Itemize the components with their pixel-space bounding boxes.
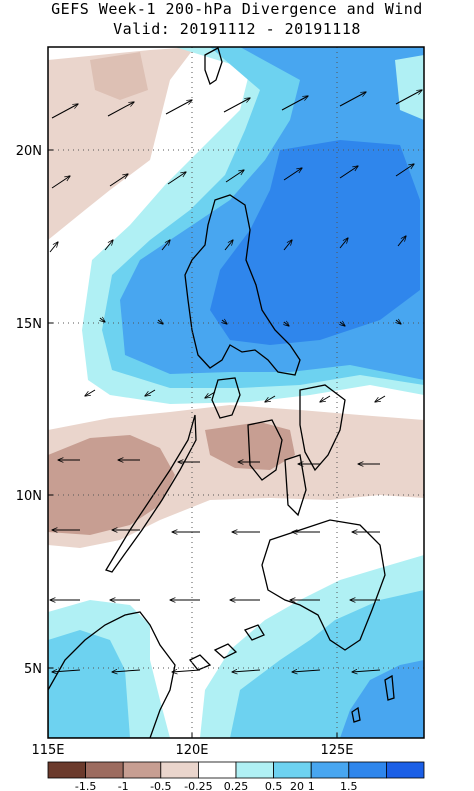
wind-vector: [223, 98, 250, 113]
divergence-patch-northeast: [395, 55, 424, 120]
divergence-field: [48, 47, 424, 738]
colorbar-swatch: [273, 761, 312, 779]
lat-label-20n: 20N: [16, 144, 42, 159]
wind-vector: [281, 96, 308, 111]
wind-vector: [158, 320, 163, 324]
lon-axis: 115E 120E 125E: [31, 733, 354, 758]
coastline-luzon: [184, 194, 301, 376]
lon-label-125e: 125E: [320, 743, 353, 758]
wind-vector: [165, 100, 192, 115]
colorbar-label: 1.5: [340, 780, 358, 791]
wind-vector: [107, 102, 134, 117]
colorbar-swatch: [235, 761, 274, 779]
wind-vector: [172, 670, 201, 672]
wind-vector: [396, 320, 401, 324]
wind-vector: [395, 90, 422, 105]
wind-vector: [232, 670, 261, 672]
wind-vector: [395, 164, 414, 177]
wind-vector: [109, 174, 128, 187]
colorbar-label: -0.25: [184, 780, 212, 791]
coastline-small-islands: [351, 674, 395, 723]
coastline-panay-negros: [247, 419, 307, 517]
colorbar-label: 0.25: [224, 780, 249, 791]
lat-label-15n: 15N: [16, 317, 42, 332]
wind-vector: [205, 391, 216, 398]
coastline-palawan: [105, 414, 197, 573]
colorbar-label: 0.5: [265, 780, 283, 791]
colorbar-label: -0.5: [150, 780, 171, 791]
coastline-mindanao: [261, 519, 386, 651]
lat-label-10n: 10N: [16, 489, 42, 504]
coastline-mindoro: [211, 377, 241, 419]
colorbar-swatch: [385, 761, 425, 779]
wind-vector: [104, 240, 113, 251]
coastline-borneo: [48, 611, 176, 738]
wind-vector: [320, 395, 331, 402]
colorbar-label: -1: [118, 780, 129, 791]
divergence-region-north-max: [210, 140, 420, 345]
graticule: [48, 47, 424, 738]
wind-vector: [167, 172, 186, 185]
colorbar-swatch: [85, 761, 124, 779]
convergence-region-northwest-core: [90, 52, 148, 100]
wind-vector: [339, 166, 358, 179]
convergence-core-central: [205, 422, 295, 470]
colorbar-overlay-label: 20: [290, 780, 304, 791]
wind-vector: [52, 670, 81, 672]
colorbar-swatch: [160, 761, 199, 779]
coastlines: [48, 47, 395, 738]
lat-label-5n: 5N: [24, 662, 42, 677]
wind-vector: [222, 320, 227, 324]
lat-axis: 20N 15N 10N 5N: [16, 144, 53, 677]
wind-vector: [51, 176, 70, 189]
colorbar-swatch: [122, 761, 162, 779]
colorbar-swatch: [348, 761, 387, 779]
wind-vectors: [50, 90, 422, 672]
wind-vector: [352, 670, 381, 672]
coastline-samar-leyte: [299, 384, 346, 472]
wind-vector: [284, 322, 289, 326]
wind-vector: [283, 240, 292, 251]
wind-vector: [85, 389, 96, 396]
colorbar-label: -1.5: [75, 780, 96, 791]
wind-vector: [339, 238, 348, 249]
wind-vector: [265, 395, 276, 402]
chart-subtitle: Valid: 20191112 - 20191118: [113, 20, 361, 38]
divergence-region-southeast-strong: [340, 660, 424, 738]
wind-vector: [49, 242, 58, 253]
colorbar-swatch: [197, 761, 237, 779]
wind-vector: [161, 240, 170, 251]
colorbar: -1.5 -1 -0.5 -0.25 0.25 0.5 1 1.5: [47, 761, 425, 791]
wind-vector: [100, 318, 105, 322]
convergence-region-northwest: [48, 47, 195, 240]
lon-label-120e: 120E: [175, 743, 208, 758]
lon-label-115e: 115E: [31, 743, 64, 758]
wind-vector: [225, 170, 244, 183]
colorbar-swatch: [47, 761, 86, 779]
plot-frame: [47, 46, 425, 739]
wind-vector: [339, 92, 366, 107]
wind-vector: [283, 168, 302, 181]
wind-vector: [397, 236, 406, 247]
wind-vector: [112, 670, 141, 672]
wind-vector: [145, 389, 156, 396]
colorbar-label: 1: [308, 780, 315, 791]
wind-vector: [292, 670, 321, 672]
colorbar-swatch: [310, 761, 350, 779]
chart-title: GEFS Week-1 200-hPa Divergence and Wind: [51, 0, 423, 18]
wind-vector: [51, 104, 78, 119]
wind-vector: [375, 395, 386, 402]
wind-vector: [224, 240, 233, 251]
wind-vector: [340, 322, 345, 326]
coastline-taiwan: [204, 47, 223, 86]
coastline-sulu: [188, 624, 265, 671]
